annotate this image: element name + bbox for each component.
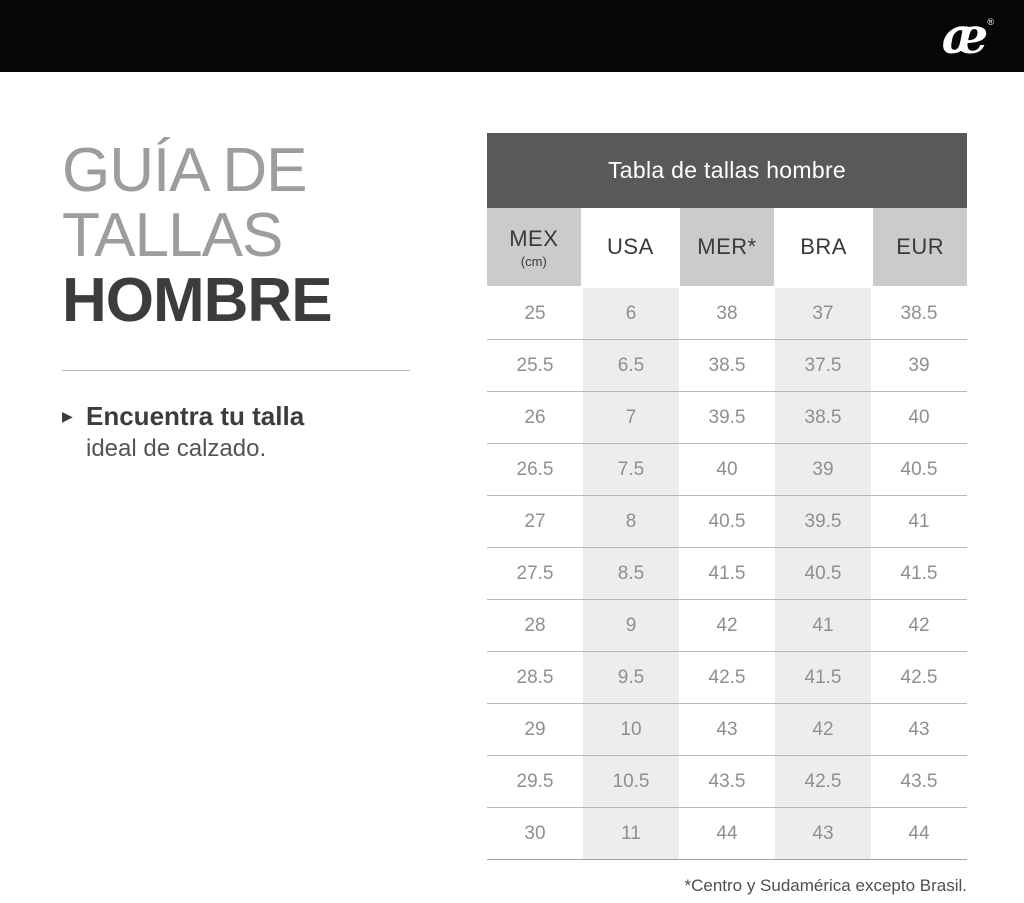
tagline: ▶ Encuentra tu talla ideal de calzado. <box>62 400 422 464</box>
title-line-tallas: TALLAS <box>62 201 283 270</box>
table-cell: 41.5 <box>679 548 775 599</box>
table-cell: 41 <box>871 496 967 547</box>
table-cell: 25 <box>487 288 583 339</box>
tagline-regular: ideal de calzado. <box>86 435 267 462</box>
brand-logo: æ ® <box>942 8 994 64</box>
table-row: 29.5 10.5 43.5 42.5 43.5 <box>487 756 967 808</box>
table-cell: 42 <box>775 704 871 755</box>
table-cell: 7 <box>583 392 679 443</box>
table-cell: 27 <box>487 496 583 547</box>
table-row: 26 7 39.5 38.5 40 <box>487 392 967 444</box>
column-header-bra: BRA <box>776 208 871 286</box>
column-label: MER* <box>697 234 757 259</box>
table-cell: 43 <box>679 704 775 755</box>
column-header-usa: USA <box>583 208 678 286</box>
table-cell: 28 <box>487 600 583 651</box>
table-cell: 38 <box>679 288 775 339</box>
column-label: USA <box>607 234 654 259</box>
table-row: 28 9 42 41 42 <box>487 600 967 652</box>
table-cell: 37.5 <box>775 340 871 391</box>
table-cell: 7.5 <box>583 444 679 495</box>
table-row: 28.5 9.5 42.5 41.5 42.5 <box>487 652 967 704</box>
table-cell: 43 <box>775 808 871 859</box>
page-title: GUÍA DE TALLAS HOMBRE <box>62 138 422 333</box>
column-label: EUR <box>896 234 945 259</box>
table-cell: 40 <box>871 392 967 443</box>
table-cell: 8 <box>583 496 679 547</box>
table-cell: 41.5 <box>775 652 871 703</box>
table-cell: 25.5 <box>487 340 583 391</box>
table-cell: 26.5 <box>487 444 583 495</box>
table-cell: 39.5 <box>679 392 775 443</box>
table-cell: 42 <box>679 600 775 651</box>
tagline-bold: Encuentra tu talla <box>86 401 305 431</box>
table-row: 30 11 44 43 44 <box>487 808 967 860</box>
arrow-marker-icon: ▶ <box>62 408 73 424</box>
table-cell: 38.5 <box>775 392 871 443</box>
column-label: BRA <box>800 234 847 259</box>
table-row: 25.5 6.5 38.5 37.5 39 <box>487 340 967 392</box>
table-cell: 9.5 <box>583 652 679 703</box>
table-cell: 38.5 <box>679 340 775 391</box>
table-cell: 42.5 <box>871 652 967 703</box>
size-table: Tabla de tallas hombre MEX (cm) USA MER* BRA… <box>487 133 967 896</box>
table-cell: 26 <box>487 392 583 443</box>
table-cell: 27.5 <box>487 548 583 599</box>
table-row: 25 6 38 37 38.5 <box>487 288 967 340</box>
table-cell: 42 <box>871 600 967 651</box>
column-header-mer: MER* <box>677 208 777 286</box>
table-cell: 40.5 <box>871 444 967 495</box>
table-cell: 40.5 <box>775 548 871 599</box>
table-cell: 38.5 <box>871 288 967 339</box>
table-title: Tabla de tallas hombre <box>487 133 967 208</box>
top-bar: æ ® <box>0 0 1024 72</box>
table-cell: 29 <box>487 704 583 755</box>
table-cell: 44 <box>871 808 967 859</box>
table-cell: 40.5 <box>679 496 775 547</box>
tagline-text: Encuentra tu talla ideal de calzado. <box>86 400 304 464</box>
title-line-guia-de: GUÍA DE <box>62 136 308 205</box>
column-header-eur: EUR <box>870 208 967 286</box>
intro-panel: GUÍA DE TALLAS HOMBRE ▶ Encuentra tu tal… <box>62 138 422 464</box>
table-cell: 42.5 <box>679 652 775 703</box>
table-row: 27.5 8.5 41.5 40.5 41.5 <box>487 548 967 600</box>
table-cell: 41 <box>775 600 871 651</box>
table-cell: 28.5 <box>487 652 583 703</box>
table-cell: 10 <box>583 704 679 755</box>
table-cell: 39.5 <box>775 496 871 547</box>
table-cell: 8.5 <box>583 548 679 599</box>
table-cell: 10.5 <box>583 756 679 807</box>
table-body: 25 6 38 37 38.5 25.5 6.5 38.5 37.5 39 26 7 39.5 38.5 4… <box>487 288 967 860</box>
table-cell: 11 <box>583 808 679 859</box>
table-row: 29 10 43 42 43 <box>487 704 967 756</box>
column-label: MEX <box>509 225 559 251</box>
table-footnote: *Centro y Sudamérica excepto Brasil. <box>684 876 967 895</box>
table-cell: 29.5 <box>487 756 583 807</box>
table-column-headers: MEX (cm) USA MER* BRA EUR <box>487 208 967 286</box>
brand-ae-icon: æ <box>941 6 989 65</box>
table-row: 27 8 40.5 39.5 41 <box>487 496 967 548</box>
table-cell: 39 <box>775 444 871 495</box>
table-cell: 43.5 <box>871 756 967 807</box>
table-cell: 43 <box>871 704 967 755</box>
table-cell: 37 <box>775 288 871 339</box>
column-header-mex: MEX (cm) <box>487 208 584 286</box>
column-sublabel: (cm) <box>520 253 547 269</box>
title-line-hombre: HOMBRE <box>62 266 333 335</box>
table-cell: 30 <box>487 808 583 859</box>
table-cell: 9 <box>583 600 679 651</box>
table-cell: 39 <box>871 340 967 391</box>
table-cell: 6.5 <box>583 340 679 391</box>
table-cell: 43.5 <box>679 756 775 807</box>
table-cell: 6 <box>583 288 679 339</box>
table-cell: 41.5 <box>871 548 967 599</box>
divider-rule <box>62 370 410 371</box>
registered-mark: ® <box>987 17 994 27</box>
table-cell: 40 <box>679 444 775 495</box>
table-cell: 44 <box>679 808 775 859</box>
table-cell: 42.5 <box>775 756 871 807</box>
table-row: 26.5 7.5 40 39 40.5 <box>487 444 967 496</box>
